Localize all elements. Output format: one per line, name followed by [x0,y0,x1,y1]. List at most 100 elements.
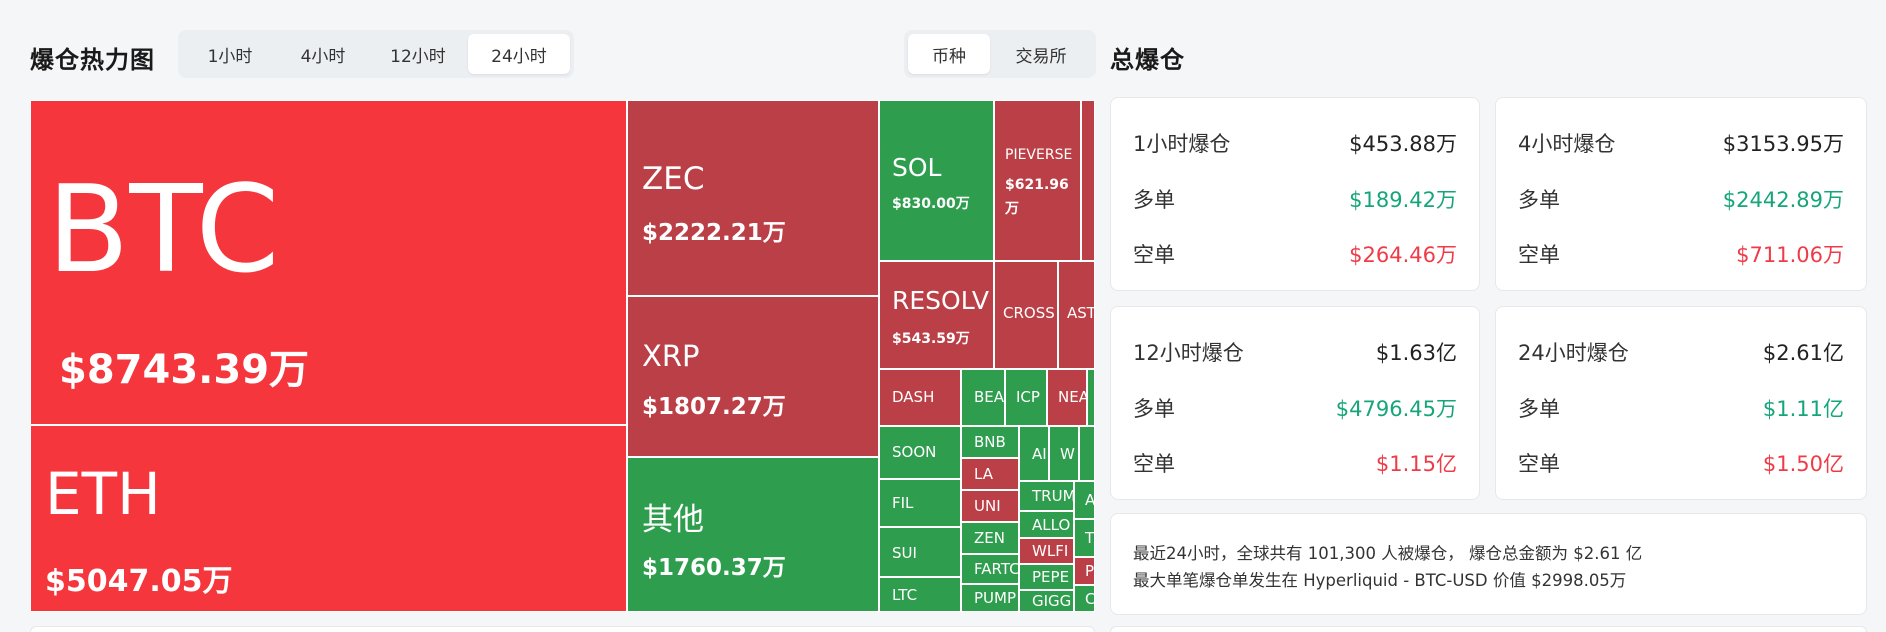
treemap-tile-ai[interactable]: AI [1019,426,1049,481]
tile-symbol: ZEN [974,529,1005,547]
treemap-tile-eth[interactable]: ETH $5047.05万 [30,425,627,612]
tile-symbol: AST [1067,304,1095,322]
tile-value: $621.96万 [1005,177,1069,217]
treemap-tile-uni[interactable]: UNI [961,490,1019,522]
tile-symbol: ZEC [642,161,705,197]
heatmap-title: 爆仓热力图 [30,46,155,74]
tile-value: $830.00万 [892,196,970,212]
treemap-tile-ltc[interactable]: LTC [879,577,961,612]
tab-24h[interactable]: 24小时 [468,34,570,74]
treemap-tile-p[interactable]: P [1074,557,1095,585]
treemap-tile-soon[interactable]: SOON [879,426,961,479]
summary-title: 总爆仓 [1110,46,1185,74]
treemap-tile-allo[interactable]: ALLO [1019,511,1074,538]
treemap-tile-pieverse[interactable]: PIEVERSE $621.96万 [994,100,1081,261]
treemap-tile-gigg[interactable]: GIGG [1019,590,1074,612]
tab-1h[interactable]: 1小时 [207,46,253,67]
treemap-tile-w[interactable]: W [1049,426,1079,481]
treemap-tile-cross[interactable]: CROSS [994,261,1058,369]
tile-value: $2222.21万 [642,220,786,246]
tile-symbol: SOON [892,443,937,461]
tile-symbol: TRUM [1032,487,1074,505]
tile-symbol: WLFI [1032,542,1069,560]
treemap-tile-dash[interactable]: DASH [879,369,961,426]
tile-symbol: ICP [1016,388,1040,406]
treemap-tile-wlfi[interactable]: WLFI [1019,538,1074,564]
short-label: 空单 [1133,243,1175,267]
long-amount: $1.11亿 [1762,397,1844,421]
treemap-tile-trum[interactable]: TRUM [1019,481,1074,511]
treemap-tile-small[interactable] [1087,369,1095,426]
tile-symbol: SOL [892,153,942,182]
treemap-tile-icp[interactable]: ICP [1005,369,1047,426]
treemap-tile-small[interactable] [1081,100,1095,261]
long-label: 多单 [1133,397,1175,421]
tile-symbol: XRP [642,339,700,373]
tile-symbol: FARTC [974,560,1019,578]
tab-4h[interactable]: 4小时 [300,46,346,67]
treemap-tile-pump[interactable]: PUMP [961,584,1019,612]
tile-symbol: FIL [892,494,914,512]
tile-symbol: SUI [892,544,917,562]
next-card-edge [30,626,1095,632]
treemap-tile-sui[interactable]: SUI [879,527,961,577]
treemap-tile-fartc[interactable]: FARTC [961,554,1019,584]
tile-symbol: CROSS [1003,304,1055,322]
tile-symbol: NEA [1058,388,1087,406]
treemap-tile-c[interactable]: C [1074,585,1095,612]
tile-symbol: AI [1032,445,1047,463]
tile-symbol: A [1085,491,1095,509]
tab-12h[interactable]: 12小时 [390,46,446,67]
tab-exchange[interactable]: 交易所 [1015,46,1067,67]
tile-symbol: RESOLV [892,286,989,315]
treemap-tile-resolv[interactable]: RESOLV $543.59万 [879,261,994,369]
treemap-tile-t[interactable]: T [1074,519,1095,557]
treemap-tile-sol[interactable]: SOL $830.00万 [879,100,994,261]
short-label: 空单 [1518,243,1560,267]
long-amount: $2442.89万 [1722,188,1844,212]
treemap-tile-ast[interactable]: AST [1058,261,1095,369]
next-card-edge [1110,626,1867,632]
short-amount: $1.15亿 [1375,452,1457,476]
treemap-tile-xrp[interactable]: XRP $1807.27万 [627,296,879,457]
tile-symbol: ETH [45,460,161,528]
short-amount: $1.50亿 [1762,452,1844,476]
treemap-tile-small[interactable] [1079,426,1095,481]
tile-symbol: LTC [892,586,918,604]
card-total: $2.61亿 [1762,341,1844,365]
card-total: $1.63亿 [1375,341,1457,365]
treemap-tile-zen[interactable]: ZEN [961,522,1019,554]
treemap-tile-zec[interactable]: ZEC $2222.21万 [627,100,879,296]
treemap-tile-fil[interactable]: FIL [879,479,961,527]
tile-value: $1760.37万 [642,555,786,581]
short-label: 空单 [1518,452,1560,476]
long-amount: $189.42万 [1349,188,1457,212]
tile-symbol: BTC [47,161,280,300]
tile-symbol: BNB [974,433,1006,451]
short-amount: $711.06万 [1736,243,1844,267]
tile-symbol: DASH [892,388,935,406]
treemap-tile-btc[interactable]: BTC $8743.39万 [30,100,627,425]
summary-card-1h: 1小时爆仓 $453.88万 多单 $189.42万 空单 $264.46万 [1110,97,1480,291]
card-total: $3153.95万 [1722,132,1844,156]
tab-coin[interactable]: 币种 [908,34,990,74]
card-label: 24小时爆仓 [1518,341,1629,365]
treemap-tile-bnb[interactable]: BNB [961,426,1019,458]
tile-symbol: P [1085,562,1095,580]
treemap-tile-bea[interactable]: BEA [961,369,1005,426]
tile-symbol: W [1060,445,1075,463]
summary-note-card: 最近24小时，全球共有 101,300 人被爆仓， 爆仓总金额为 $2.61 亿… [1110,513,1867,615]
note-line-2: 最大单笔爆仓单发生在 Hyperliquid - BTC-USD 价值 $299… [1133,571,1627,590]
tile-value: $1807.27万 [642,394,786,420]
treemap-tile-nea[interactable]: NEA [1047,369,1087,426]
tile-value: $5047.05万 [45,564,233,599]
treemap-tile-pepe[interactable]: PEPE [1019,564,1074,590]
treemap-tile-a[interactable]: A [1074,481,1095,519]
treemap-tile-la[interactable]: LA [961,458,1019,490]
tile-symbol: T [1085,529,1095,547]
summary-card-24h: 24小时爆仓 $2.61亿 多单 $1.11亿 空单 $1.50亿 [1495,306,1867,500]
short-amount: $264.46万 [1349,243,1457,267]
long-amount: $4796.45万 [1335,397,1457,421]
treemap-tile-other[interactable]: 其他 $1760.37万 [627,457,879,612]
tile-symbol: LA [974,465,993,483]
